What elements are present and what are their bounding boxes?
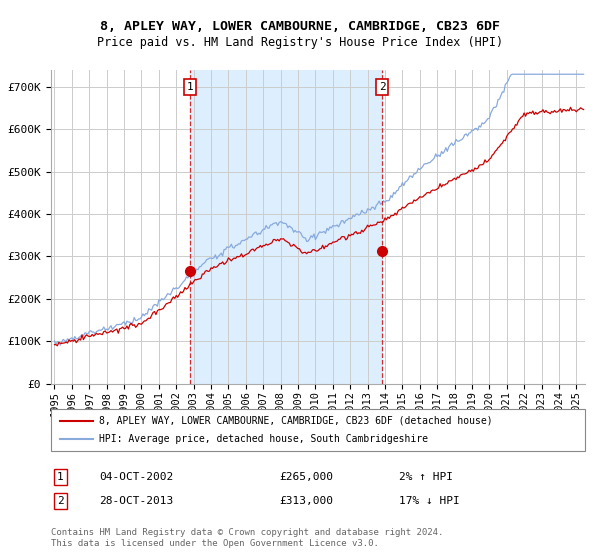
Text: Contains HM Land Registry data © Crown copyright and database right 2024.
This d: Contains HM Land Registry data © Crown c… xyxy=(51,528,443,548)
Text: Price paid vs. HM Land Registry's House Price Index (HPI): Price paid vs. HM Land Registry's House … xyxy=(97,36,503,49)
Text: 2: 2 xyxy=(379,82,385,92)
Text: 1: 1 xyxy=(57,472,64,482)
Text: HPI: Average price, detached house, South Cambridgeshire: HPI: Average price, detached house, Sout… xyxy=(99,434,428,444)
Text: £313,000: £313,000 xyxy=(279,496,333,506)
Text: £265,000: £265,000 xyxy=(279,472,333,482)
Text: 04-OCT-2002: 04-OCT-2002 xyxy=(99,472,173,482)
Text: 8, APLEY WAY, LOWER CAMBOURNE, CAMBRIDGE, CB23 6DF (detached house): 8, APLEY WAY, LOWER CAMBOURNE, CAMBRIDGE… xyxy=(99,416,493,426)
Text: 28-OCT-2013: 28-OCT-2013 xyxy=(99,496,173,506)
Text: 1: 1 xyxy=(187,82,193,92)
Text: 8, APLEY WAY, LOWER CAMBOURNE, CAMBRIDGE, CB23 6DF: 8, APLEY WAY, LOWER CAMBOURNE, CAMBRIDGE… xyxy=(100,20,500,32)
Text: 17% ↓ HPI: 17% ↓ HPI xyxy=(399,496,460,506)
Text: 2% ↑ HPI: 2% ↑ HPI xyxy=(399,472,453,482)
Bar xyxy=(190,70,382,384)
Text: 2: 2 xyxy=(57,496,64,506)
